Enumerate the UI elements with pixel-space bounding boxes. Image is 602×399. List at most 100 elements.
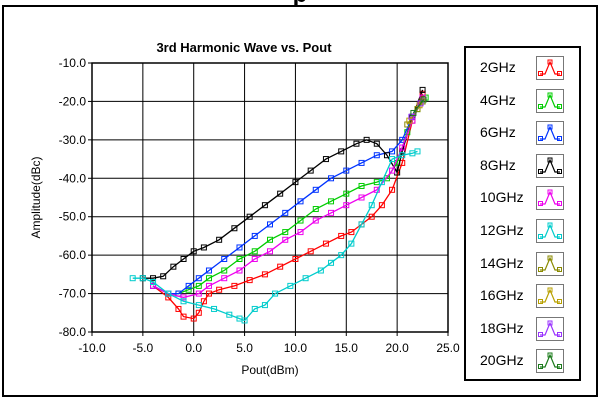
data-point [236,267,243,274]
data-point [267,236,273,243]
data-point [200,244,207,251]
data-point [328,198,335,205]
y-axis-label: Amplitude(dBc) [29,156,43,238]
data-point [328,175,335,182]
data-point [180,255,187,262]
data-point [205,282,212,289]
data-point [312,217,319,224]
y-tick-label: -80.0 [59,325,87,339]
legend-swatch [536,186,564,211]
legend-swatch [536,349,564,374]
plot-area [92,63,448,332]
chart-title: 3rd Harmonic Wave vs. Pout [156,40,332,55]
data-point [399,152,406,159]
series-line [152,97,424,299]
data-point [195,309,202,316]
data-point [343,167,350,174]
data-point [236,255,243,262]
data-point [261,302,268,309]
data-point [373,140,380,147]
data-point [343,190,350,197]
data-point [302,275,309,282]
data-point [261,271,268,278]
data-point [389,186,396,193]
data-point [297,198,304,205]
data-point [180,294,187,301]
x-tick-label: 0.0 [185,341,202,355]
data-point [420,96,427,103]
data-point [399,144,406,151]
data-point [190,248,197,255]
data-point [282,209,289,216]
legend-label: 18GHz [480,319,524,336]
data-point [322,240,329,247]
chart-legend: 2GHz 4GHz 6GHz 8GHz 10GHz 12GHz 14GHz 16GHz 18GH… [464,46,581,381]
legend-label: 12GHz [480,222,524,238]
data-point [160,273,167,280]
legend-swatch [536,56,564,80]
data-point [261,202,268,209]
data-point [368,202,375,209]
data-point [185,286,192,293]
data-point [267,248,273,255]
legend-label: 6GHz [480,124,516,141]
data-point [180,298,187,305]
data-point [419,86,426,93]
data-point [216,236,223,243]
data-point [292,179,299,186]
data-point [307,167,314,174]
data-point [368,213,375,220]
x-axis-label: Pout(dBm) [241,363,298,377]
y-tick-label: -70.0 [59,287,87,301]
data-point [205,290,212,297]
data-point [417,100,424,107]
data-point [216,286,223,293]
legend-swatch [536,121,564,146]
data-point [312,186,319,193]
data-point [195,290,202,297]
data-point [231,225,238,232]
legend-label: 2GHz [480,59,516,75]
data-point [165,294,172,301]
data-point [129,275,136,282]
data-point [236,244,243,251]
data-point [185,282,192,289]
data-point [297,229,304,236]
data-point [241,317,248,324]
data-point [221,267,228,274]
legend-swatch [536,219,564,243]
data-point [338,148,345,155]
chart-plot: 3rd Harmonic Wave vs. Pout -10.0 -5.0 0.0 5.… [29,40,460,377]
data-point [389,148,396,155]
data-point [231,282,238,289]
x-tick-label: -5.0 [133,341,154,355]
data-point [378,202,385,209]
y-tick-label: -40.0 [59,171,87,185]
legend-label: 8GHz [480,156,516,173]
x-tick-label: 10.0 [284,341,308,355]
data-point [150,275,157,282]
x-tick-label: 15.0 [335,341,359,355]
y-tick-label: -60.0 [59,248,87,262]
data-point [348,240,355,247]
data-point [383,175,390,182]
x-tick-label: 5.0 [236,341,253,355]
data-point [312,206,319,213]
data-point [221,275,228,282]
data-point [383,152,390,159]
data-point [200,298,207,305]
y-tick-label: -10.0 [59,56,87,70]
legend-swatch [536,251,564,276]
data-point [195,275,202,282]
data-point [358,194,365,201]
legend-label: 10GHz [480,189,524,206]
data-point [317,267,324,274]
legend-label: 16GHz [480,287,524,304]
data-point [358,159,365,166]
series-12ghz [129,148,421,324]
data-point [211,305,218,312]
data-point [328,209,335,216]
data-point [190,315,197,322]
data-point [251,232,258,239]
y-tick-label: -30.0 [59,133,87,147]
